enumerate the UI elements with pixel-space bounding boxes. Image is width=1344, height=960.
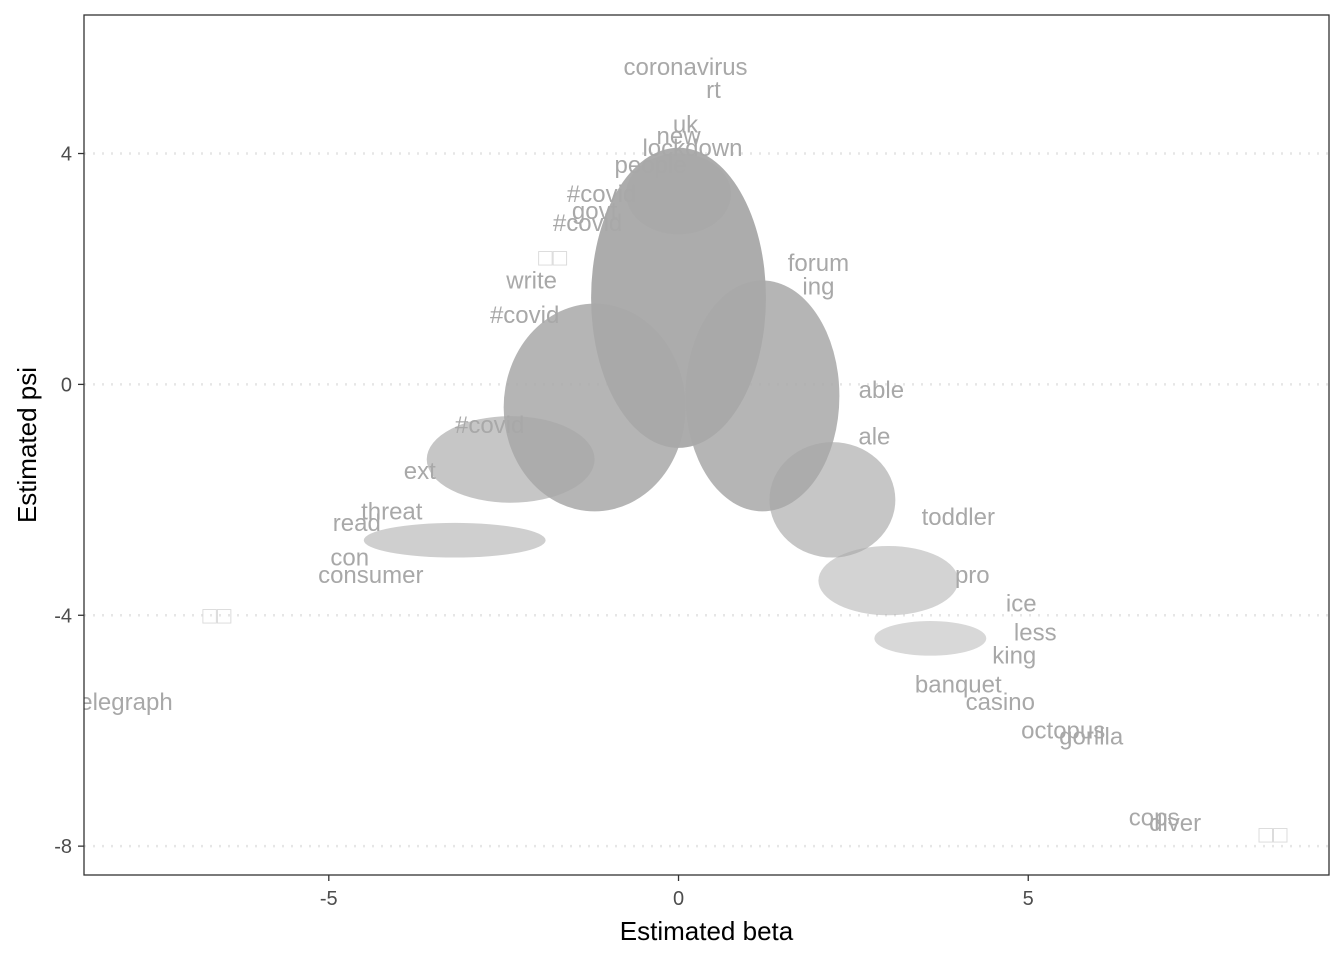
y-axis-ticks: -8 -4 0 4 bbox=[54, 144, 84, 858]
word-label: □□ bbox=[1259, 822, 1288, 849]
word-mass bbox=[426, 416, 595, 503]
x-axis-title: Estimated beta bbox=[620, 916, 794, 946]
word-label: new bbox=[657, 123, 702, 150]
word-label: octopus bbox=[1021, 718, 1105, 745]
word-label: coronavirus bbox=[623, 54, 747, 81]
word-label: govt bbox=[572, 198, 618, 225]
word-label: #covid bbox=[567, 181, 636, 208]
word-label: #covid bbox=[553, 210, 622, 237]
word-label: threat bbox=[361, 498, 423, 525]
word-label: king bbox=[992, 643, 1036, 670]
word-label: cops bbox=[1129, 804, 1180, 831]
word-label: less bbox=[1014, 620, 1057, 647]
word-label: □□ bbox=[538, 244, 567, 271]
y-tick-label: -4 bbox=[54, 605, 72, 627]
word-mass bbox=[626, 153, 731, 235]
word-labels: coronavirusrtuknewlockdownpeople#covidgo… bbox=[79, 54, 1288, 849]
word-label: lockdown bbox=[642, 135, 742, 162]
word-label: banquet bbox=[915, 672, 1002, 699]
word-label: ice bbox=[1006, 591, 1037, 618]
x-tick-label: -5 bbox=[320, 888, 338, 910]
word-label: write bbox=[505, 268, 557, 295]
word-label: able bbox=[859, 377, 904, 404]
word-label: read bbox=[333, 510, 381, 537]
word-label: casino bbox=[966, 689, 1035, 716]
word-label: □□ bbox=[202, 602, 231, 629]
word-label: ext bbox=[404, 458, 436, 485]
word-label: forum bbox=[788, 250, 849, 277]
word-label: con bbox=[330, 545, 369, 572]
x-tick-label: 5 bbox=[1023, 888, 1034, 910]
x-tick-label: 0 bbox=[673, 888, 684, 910]
y-tick-label: 0 bbox=[61, 374, 72, 396]
word-label: gorilla bbox=[1059, 723, 1124, 750]
plot-frame bbox=[83, 14, 1330, 876]
word-label: uk bbox=[673, 112, 699, 139]
x-axis-ticks: -5 0 5 bbox=[320, 875, 1034, 910]
word-mass bbox=[818, 546, 959, 616]
word-label: rt bbox=[706, 77, 721, 104]
word-label: #covid bbox=[455, 412, 524, 439]
word-label: people bbox=[615, 152, 687, 179]
word-label: ale bbox=[858, 423, 890, 450]
word-label: elegraph bbox=[79, 689, 172, 716]
y-tick-label: 4 bbox=[61, 144, 72, 166]
word-cloud-mass bbox=[363, 147, 987, 656]
y-axis-title: Estimated psi bbox=[12, 367, 42, 523]
word-label: toddler bbox=[922, 504, 995, 531]
word-label: diver bbox=[1149, 810, 1201, 837]
word-mass bbox=[874, 621, 987, 656]
word-label: #covid bbox=[490, 302, 559, 329]
y-tick-label: -8 bbox=[54, 836, 72, 858]
word-mass bbox=[363, 522, 546, 558]
word-label: ing bbox=[802, 273, 834, 300]
word-mass bbox=[769, 442, 896, 558]
word-label: pro bbox=[955, 562, 990, 589]
word-label: consumer bbox=[318, 562, 423, 589]
